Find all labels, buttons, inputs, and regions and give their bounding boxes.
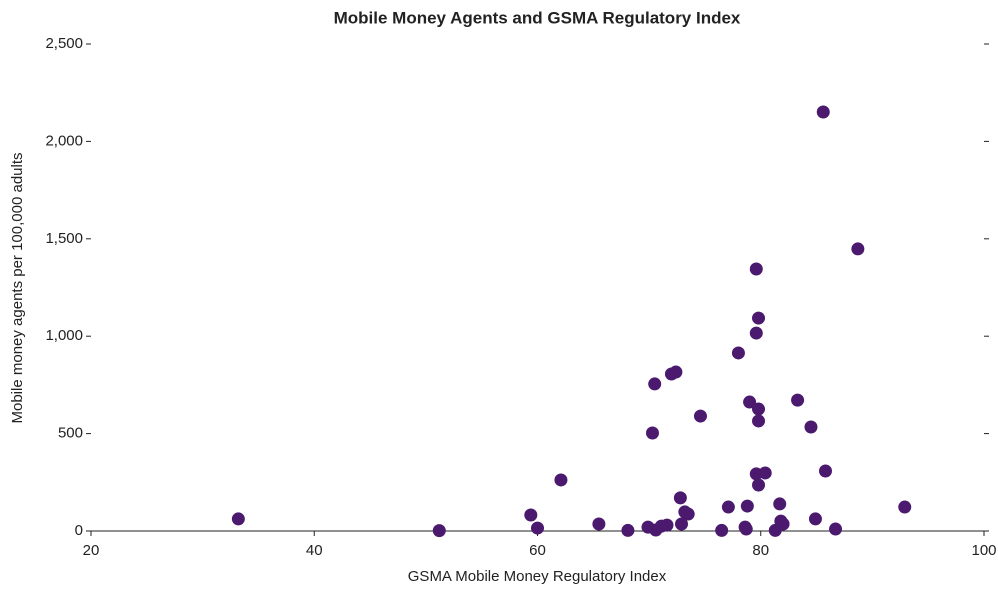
y-tick-label: 1,500: [45, 230, 83, 247]
point: [681, 507, 695, 521]
point: [715, 523, 729, 537]
y-tick-label: 2,500: [45, 35, 83, 52]
x-tick-label: 100: [971, 542, 996, 559]
x-tick-label: 60: [529, 542, 546, 559]
point: [693, 409, 707, 423]
point: [721, 500, 735, 514]
x-tick-label: 40: [306, 542, 323, 559]
point: [743, 395, 757, 409]
point: [674, 517, 688, 531]
point: [592, 517, 606, 531]
point: [804, 420, 818, 434]
point: [231, 512, 245, 526]
point: [752, 414, 766, 428]
point: [898, 500, 912, 514]
point: [758, 466, 772, 480]
chart-title: Mobile Money Agents and GSMA Regulatory …: [334, 8, 741, 27]
point: [648, 377, 662, 391]
point: [621, 523, 635, 537]
point: [816, 105, 830, 119]
point: [531, 521, 544, 535]
y-axis-label: Mobile money agents per 100,000 adults: [9, 152, 26, 423]
point: [669, 365, 683, 379]
point: [808, 512, 822, 526]
point: [749, 326, 763, 340]
point: [851, 242, 865, 256]
point: [740, 499, 754, 513]
point: [773, 497, 787, 511]
point: [554, 473, 568, 487]
point: [791, 393, 805, 407]
y-tick-label: 500: [58, 425, 83, 442]
point: [739, 522, 753, 536]
point: [752, 402, 766, 416]
point: [776, 517, 790, 531]
x-tick-label: 20: [83, 542, 100, 559]
point: [660, 518, 674, 532]
point: [645, 426, 659, 440]
point: [829, 522, 843, 536]
point: [749, 262, 763, 276]
point: [731, 346, 745, 360]
point: [752, 478, 766, 492]
point: [673, 491, 687, 505]
y-tick-label: 1,000: [45, 327, 83, 344]
point: [752, 311, 766, 325]
point: [818, 464, 832, 478]
y-tick-label: 0: [75, 522, 83, 539]
y-tick-label: 2,000: [45, 132, 83, 149]
point: [432, 524, 446, 538]
x-axis-label: GSMA Mobile Money Regulatory Index: [408, 568, 667, 585]
point: [524, 508, 538, 522]
x-tick-label: 80: [752, 542, 769, 559]
